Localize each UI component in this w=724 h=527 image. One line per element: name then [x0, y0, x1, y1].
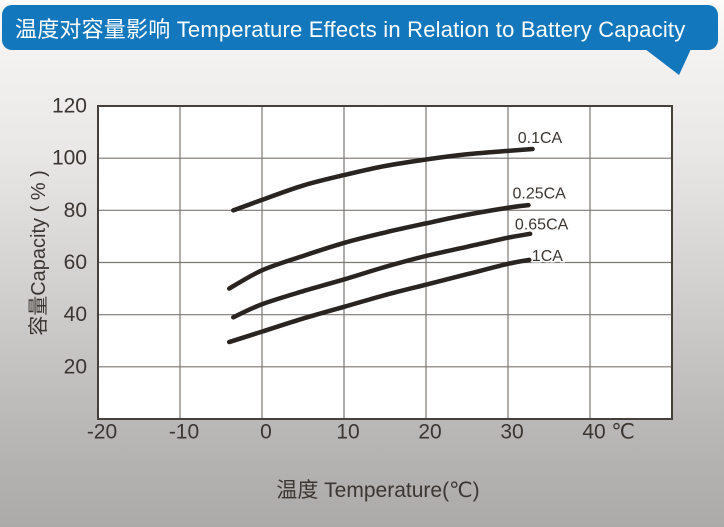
- y-tick-label: 20: [64, 355, 87, 378]
- series-curve-0.25CA: [226, 202, 531, 291]
- x-tick-label: -10: [169, 421, 199, 444]
- y-tick-label: 40: [64, 303, 87, 326]
- series-label-0.1CA: 0.1CA: [518, 130, 563, 147]
- series-label-0.25CA: 0.25CA: [512, 186, 566, 203]
- y-tick-label: 100: [52, 147, 87, 170]
- page-title: 温度对容量影响 Temperature Effects in Relation …: [15, 16, 686, 42]
- series-curve-0.1CA: [231, 146, 535, 213]
- y-axis-title: 容量Capacity ( % ): [28, 170, 50, 336]
- series-label-0.65CA: 0.65CA: [515, 216, 569, 233]
- title-banner: 温度对容量影响 Temperature Effects in Relation …: [2, 5, 718, 50]
- x-tick-label: 30: [500, 421, 523, 444]
- y-tick-label: 80: [64, 199, 87, 222]
- series-curve-1CA: [226, 257, 532, 345]
- x-tick-label: 20: [418, 421, 441, 444]
- x-tick-label: 40: [582, 421, 605, 444]
- x-tick-label: 10: [336, 421, 359, 444]
- y-tick-label: 120: [52, 95, 87, 118]
- x-tick-label: 0: [260, 421, 272, 444]
- plot-border: [97, 105, 673, 420]
- x-axis-title: 温度 Temperature(℃): [276, 479, 480, 502]
- x-tick-label: -20: [87, 421, 117, 444]
- x-axis-unit: ℃: [611, 421, 635, 444]
- series-label-1CA: 1CA: [532, 248, 563, 265]
- y-tick-label: 60: [64, 251, 87, 274]
- series-curve-0.65CA: [231, 231, 533, 320]
